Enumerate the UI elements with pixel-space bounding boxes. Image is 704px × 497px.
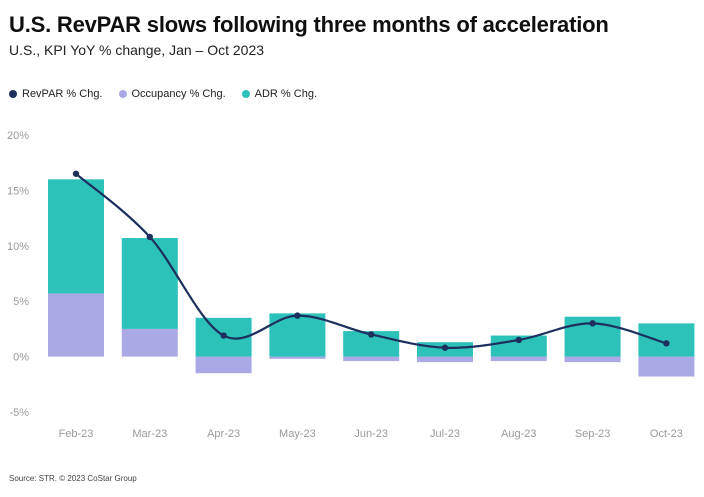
- y-tick-label: 0%: [13, 352, 29, 364]
- occupancy-bar: [638, 356, 695, 377]
- legend-label-adr: ADR % Chg.: [254, 88, 318, 100]
- chart-title: U.S. RevPAR slows following three months…: [9, 12, 609, 37]
- occupancy-bar: [417, 356, 473, 363]
- legend-item-adr: ADR % Chg.: [241, 88, 318, 100]
- x-tick-label: Sep-23: [575, 428, 610, 440]
- occupancy-bar: [564, 356, 621, 363]
- legend: RevPAR % Chg. Occupancy % Chg. ADR % Chg…: [9, 88, 317, 100]
- revpar-point: [72, 170, 80, 177]
- x-tick-label: Jun-23: [354, 428, 388, 440]
- source-note: Source: STR. © 2023 CoStar Group: [9, 474, 137, 483]
- legend-swatch-revpar: [9, 90, 17, 98]
- x-tick-label: Mar-23: [132, 428, 167, 440]
- y-tick-label: -5%: [9, 407, 29, 419]
- y-tick-label: 10%: [7, 241, 29, 253]
- x-tick-label: Feb-23: [59, 428, 94, 440]
- x-tick-label: May-23: [279, 428, 316, 440]
- revpar-point: [441, 344, 449, 351]
- adr-bar: [269, 313, 326, 357]
- chart-subtitle: U.S., KPI YoY % change, Jan – Oct 2023: [9, 42, 265, 58]
- revpar-point: [515, 336, 522, 344]
- x-tick-label: Jul-23: [430, 428, 460, 440]
- revpar-point: [589, 320, 596, 327]
- adr-bar: [638, 323, 695, 357]
- occupancy-bar: [195, 356, 252, 374]
- occupancy-bar: [269, 356, 326, 359]
- legend-item-revpar: RevPAR % Chg.: [9, 88, 103, 100]
- revpar-point: [663, 340, 670, 347]
- x-tick-label: Aug-23: [501, 428, 536, 440]
- revpar-point: [368, 331, 375, 338]
- occupancy-bar: [48, 293, 104, 357]
- adr-bar: [490, 335, 547, 357]
- y-tick-label: 15%: [7, 185, 29, 197]
- occupancy-bar: [121, 328, 178, 357]
- x-tick-label: Oct-23: [650, 428, 683, 440]
- legend-label-revpar: RevPAR % Chg.: [22, 88, 103, 100]
- revpar-point: [146, 233, 153, 241]
- adr-bar: [121, 238, 178, 329]
- legend-swatch-adr: [241, 90, 250, 98]
- revpar-point: [294, 312, 301, 319]
- legend-label-occupancy: Occupancy % Chg.: [131, 88, 226, 100]
- revpar-point: [220, 332, 227, 339]
- legend-swatch-occupancy: [118, 90, 127, 98]
- legend-item-occupancy: Occupancy % Chg.: [118, 88, 226, 100]
- revpar-line: [75, 172, 667, 349]
- y-tick-label: 20%: [7, 130, 29, 142]
- occupancy-bar: [343, 356, 400, 362]
- y-tick-label: 5%: [13, 296, 29, 308]
- adr-bar: [48, 179, 104, 294]
- occupancy-bar: [490, 356, 547, 362]
- x-tick-label: Apr-23: [207, 428, 240, 440]
